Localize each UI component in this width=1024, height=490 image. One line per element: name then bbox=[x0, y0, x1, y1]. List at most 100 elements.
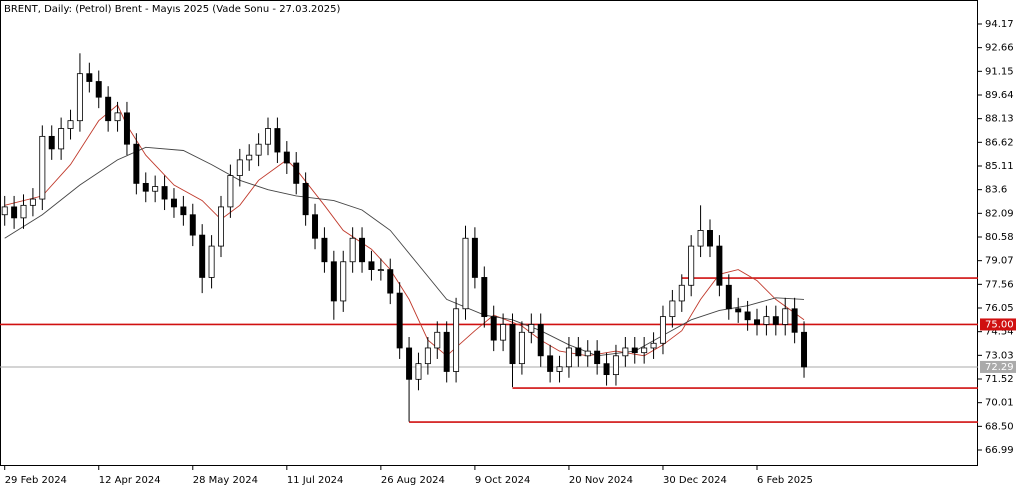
y-tick-label: 83.6 bbox=[985, 185, 1007, 196]
candle-body bbox=[293, 162, 300, 184]
y-tick-label: 88.13 bbox=[985, 114, 1014, 125]
candle-body bbox=[368, 261, 375, 270]
candle-body bbox=[274, 128, 281, 153]
candle-body bbox=[434, 331, 441, 349]
candle-body bbox=[772, 316, 779, 325]
candle-body bbox=[1, 206, 8, 216]
candle-body bbox=[528, 324, 535, 333]
candle-body bbox=[349, 237, 356, 263]
candle-body bbox=[556, 366, 563, 372]
candle-body bbox=[622, 347, 629, 357]
moving-average bbox=[4, 104, 805, 357]
y-tick-label: 94.17 bbox=[985, 19, 1014, 30]
chart-title: BRENT, Daily: (Petrol) Brent - Mayıs 202… bbox=[4, 4, 340, 15]
candle-body bbox=[29, 198, 36, 206]
candle-body bbox=[330, 261, 337, 302]
candle-body bbox=[189, 214, 196, 236]
price-label: 72.29 bbox=[985, 362, 1014, 373]
candle-body bbox=[424, 347, 431, 365]
candle-body bbox=[114, 112, 121, 122]
candle-body bbox=[744, 311, 751, 321]
candle-body bbox=[641, 347, 648, 354]
candle-body bbox=[669, 300, 676, 318]
y-tick-label: 85.11 bbox=[985, 161, 1014, 172]
candle-body bbox=[105, 96, 112, 122]
y-tick-label: 77.56 bbox=[985, 279, 1014, 290]
candle-body bbox=[321, 237, 328, 263]
candle-body bbox=[707, 230, 713, 247]
candle-body bbox=[265, 128, 271, 145]
candle-body bbox=[509, 324, 516, 365]
y-tick-label: 92.66 bbox=[985, 43, 1014, 54]
x-tick-label: 11 Jul 2024 bbox=[287, 475, 344, 486]
x-tick-label: 12 Apr 2024 bbox=[99, 475, 161, 486]
x-tick-label: 6 Feb 2025 bbox=[757, 475, 813, 486]
level-label-bg bbox=[980, 318, 1016, 331]
candle-body bbox=[678, 284, 685, 302]
candle-body bbox=[76, 73, 83, 122]
candle-body bbox=[500, 324, 507, 341]
y-tick-label: 79.07 bbox=[985, 256, 1014, 267]
candle-body bbox=[387, 269, 394, 294]
candle-body bbox=[39, 135, 46, 200]
candle-body bbox=[631, 347, 638, 354]
plot-frame bbox=[0, 0, 978, 466]
y-tick-label: 70.01 bbox=[985, 398, 1014, 409]
candle-body bbox=[471, 237, 478, 278]
candle-body bbox=[565, 347, 572, 368]
x-tick-label: 26 Aug 2024 bbox=[381, 475, 445, 486]
candle-body bbox=[481, 277, 488, 318]
candle-body bbox=[340, 261, 347, 302]
candle-body bbox=[547, 355, 554, 372]
candle-body bbox=[415, 363, 422, 380]
candle-body bbox=[48, 135, 55, 150]
candle-body bbox=[208, 245, 215, 278]
candle-body bbox=[359, 237, 366, 263]
price-label-bg bbox=[980, 360, 1016, 373]
y-tick-label: 71.52 bbox=[985, 374, 1014, 385]
y-tick-label: 73.03 bbox=[985, 350, 1014, 361]
candle-body bbox=[377, 269, 384, 271]
y-tick-label: 82.09 bbox=[985, 208, 1014, 219]
candle-body bbox=[603, 363, 610, 376]
y-tick-label: 91.15 bbox=[985, 66, 1014, 77]
candle-body bbox=[462, 237, 469, 310]
candle-body bbox=[255, 143, 262, 156]
candle-body bbox=[67, 120, 74, 129]
candle-body bbox=[537, 324, 544, 357]
candle-body bbox=[763, 316, 770, 325]
candle-body bbox=[791, 308, 798, 333]
moving-average bbox=[4, 146, 805, 357]
candle-body bbox=[218, 206, 224, 247]
candle-body bbox=[180, 206, 187, 216]
candle-body bbox=[227, 175, 234, 208]
candle-body bbox=[490, 316, 497, 341]
candle-body bbox=[302, 182, 309, 216]
candle-body bbox=[716, 245, 723, 286]
candle-body bbox=[725, 284, 732, 310]
candle-body bbox=[518, 331, 525, 365]
x-tick-label: 9 Oct 2024 bbox=[475, 475, 530, 486]
candle-body bbox=[443, 331, 450, 372]
candle-body bbox=[801, 331, 808, 368]
candle-body bbox=[246, 154, 253, 161]
x-tick-label: 29 Feb 2024 bbox=[5, 475, 67, 486]
candle-body bbox=[152, 186, 159, 192]
candle-body bbox=[123, 112, 130, 145]
candle-body bbox=[161, 186, 168, 200]
candle-body bbox=[584, 350, 591, 357]
candle-body bbox=[86, 73, 93, 82]
candle-body bbox=[133, 143, 140, 184]
candle-body bbox=[58, 128, 65, 150]
candle-body bbox=[735, 308, 742, 313]
candle-body bbox=[396, 292, 403, 349]
y-tick-label: 89.64 bbox=[985, 90, 1014, 101]
candle-body bbox=[782, 308, 789, 325]
candle-body bbox=[142, 182, 149, 192]
x-tick-label: 20 Nov 2024 bbox=[569, 475, 633, 486]
y-tick-label: 86.62 bbox=[985, 137, 1014, 148]
candle-body bbox=[650, 342, 657, 349]
y-tick-label: 66.99 bbox=[985, 445, 1014, 456]
x-tick-label: 28 May 2024 bbox=[193, 475, 258, 486]
